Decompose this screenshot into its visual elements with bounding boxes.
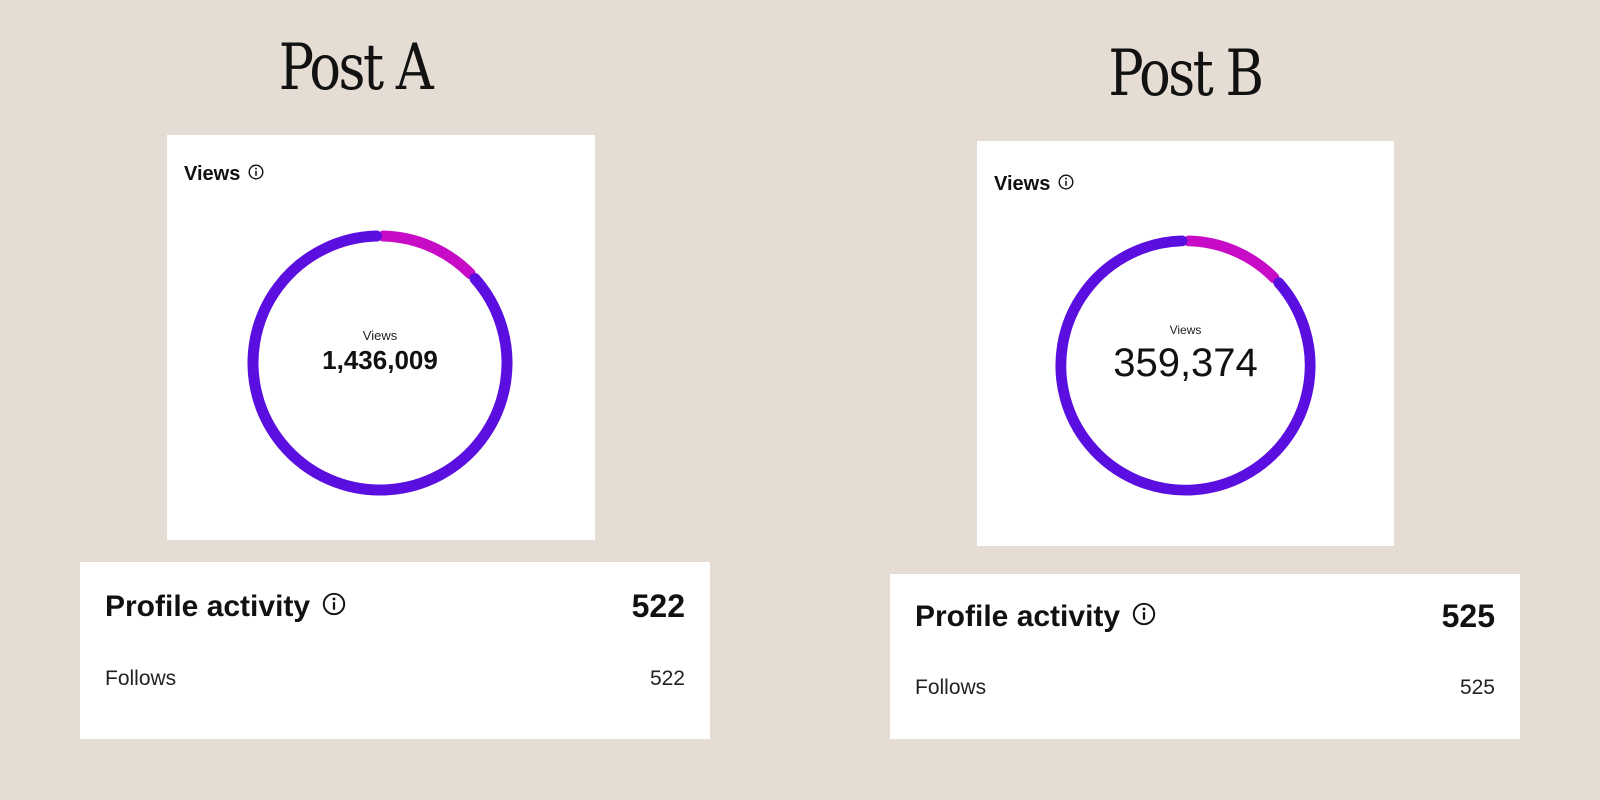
ring-segment-purple [247, 230, 513, 496]
profile-activity-title: Profile activity [105, 590, 311, 623]
info-icon[interactable] [1132, 600, 1156, 634]
views-donut-chart: Views 1,436,009 [245, 228, 515, 498]
post-a-views-card: Views Views 1,436,009 [167, 135, 595, 540]
ring-segment-magenta [377, 230, 476, 280]
profile-activity-total: 522 [631, 588, 685, 624]
profile-activity-header: Profile activity [915, 600, 1156, 634]
views-card-header: Views [184, 163, 264, 186]
post-b-views-card: Views Views 359,374 [977, 141, 1394, 546]
follows-value: 525 [1459, 676, 1495, 699]
post-a-title: Post A [278, 31, 434, 105]
ring-segment-magenta [1183, 235, 1280, 284]
profile-activity-title: Profile activity [915, 600, 1121, 633]
views-card-title: Views [994, 173, 1051, 195]
donut-ring [1055, 235, 1316, 496]
post-b-title: Post B [1108, 37, 1264, 111]
ring-segment-purple [1055, 235, 1316, 496]
info-icon[interactable] [248, 163, 264, 186]
profile-activity-total: 525 [1441, 598, 1495, 634]
donut-center-value: 359,374 [1113, 341, 1258, 385]
profile-activity-header: Profile activity [105, 590, 346, 624]
views-card-title: Views [184, 163, 241, 185]
donut-center-value: 1,436,009 [322, 345, 438, 375]
follows-label: Follows [105, 667, 177, 690]
follows-label: Follows [915, 676, 987, 699]
views-donut-chart: Views 359,374 [1053, 233, 1318, 498]
post-a-profile-activity-card: Profile activity 522 Follows 522 [80, 562, 710, 739]
donut-ring [247, 230, 513, 496]
post-b-profile-activity-card: Profile activity 525 Follows 525 [890, 574, 1520, 739]
follows-value: 522 [649, 667, 685, 690]
info-icon[interactable] [322, 590, 346, 624]
donut-center-label: Views [1169, 323, 1202, 337]
info-icon[interactable] [1058, 173, 1074, 196]
views-card-header: Views [994, 173, 1074, 196]
donut-center-label: Views [362, 328, 398, 343]
